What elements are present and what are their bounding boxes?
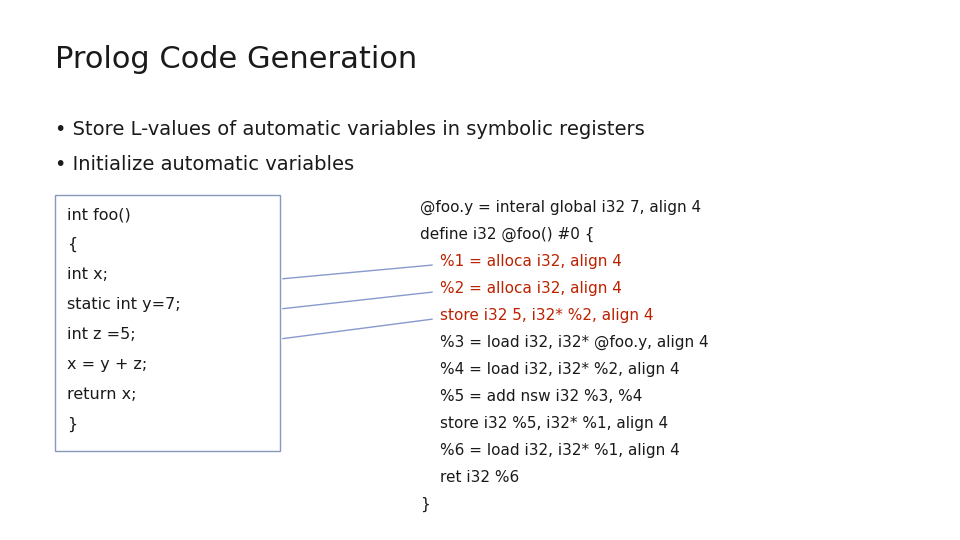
Text: x = y + z;: x = y + z;	[67, 357, 147, 372]
Text: {: {	[67, 237, 77, 252]
Text: %4 = load i32, i32* %2, align 4: %4 = load i32, i32* %2, align 4	[440, 362, 680, 377]
Text: %3 = load i32, i32* @foo.y, align 4: %3 = load i32, i32* @foo.y, align 4	[440, 335, 708, 350]
Text: return x;: return x;	[67, 387, 136, 402]
Text: ret i32 %6: ret i32 %6	[440, 470, 519, 485]
Text: Prolog Code Generation: Prolog Code Generation	[55, 45, 418, 74]
Text: %2 = alloca i32, align 4: %2 = alloca i32, align 4	[440, 281, 622, 296]
Text: %1 = alloca i32, align 4: %1 = alloca i32, align 4	[440, 254, 622, 269]
Bar	[55, 195, 280, 451]
Text: %6 = load i32, i32* %1, align 4: %6 = load i32, i32* %1, align 4	[440, 443, 680, 458]
Text: }: }	[420, 497, 430, 512]
Text: int z =5;: int z =5;	[67, 327, 135, 342]
Text: %5 = add nsw i32 %3, %4: %5 = add nsw i32 %3, %4	[440, 389, 642, 404]
Text: store i32 5, i32* %2, align 4: store i32 5, i32* %2, align 4	[440, 308, 654, 323]
Text: store i32 %5, i32* %1, align 4: store i32 %5, i32* %1, align 4	[440, 416, 668, 431]
Text: static int y=7;: static int y=7;	[67, 297, 180, 312]
Text: define i32 @foo() #0 {: define i32 @foo() #0 {	[420, 227, 594, 242]
Text: @foo.y = interal global i32 7, align 4: @foo.y = interal global i32 7, align 4	[420, 200, 701, 215]
Text: • Store L-values of automatic variables in symbolic registers: • Store L-values of automatic variables …	[55, 120, 645, 139]
Text: int x;: int x;	[67, 267, 108, 282]
Text: int foo(): int foo()	[67, 207, 131, 222]
Text: }: }	[67, 417, 77, 432]
Text: • Initialize automatic variables: • Initialize automatic variables	[55, 155, 354, 174]
